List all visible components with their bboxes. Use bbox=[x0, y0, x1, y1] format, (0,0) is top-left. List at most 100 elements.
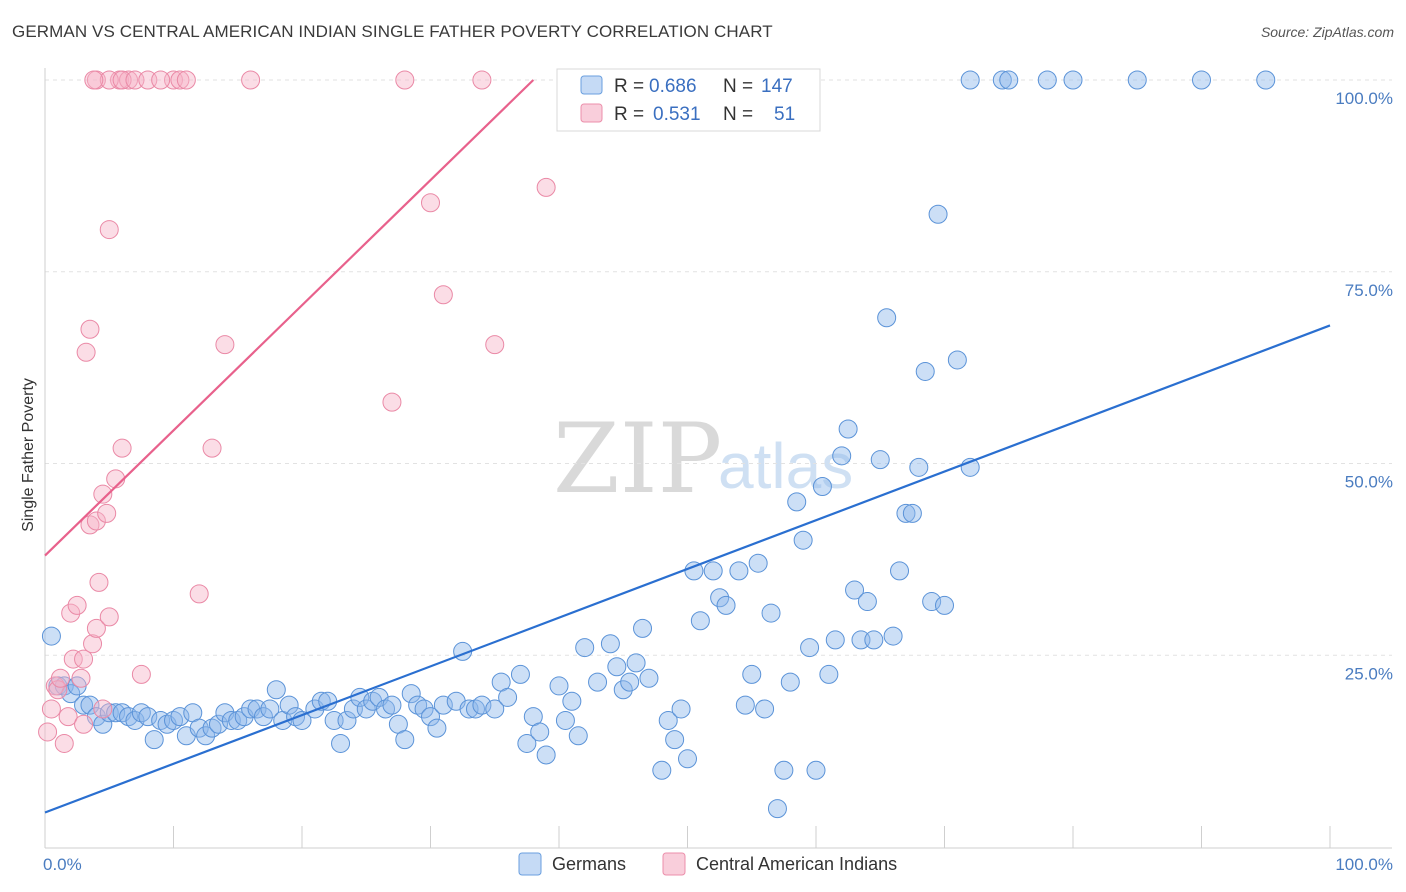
point-germans-68 bbox=[498, 687, 518, 707]
point-central-american-indians-49 bbox=[176, 70, 196, 90]
point-germans-100 bbox=[748, 553, 768, 573]
point-germans-134 bbox=[999, 70, 1019, 90]
point-germans-110 bbox=[812, 477, 832, 497]
point-central-american-indians-24 bbox=[99, 220, 119, 240]
point-germans-52 bbox=[382, 695, 402, 715]
legend-r-cai: 0.531 bbox=[653, 104, 701, 125]
point-central-american-indians-10 bbox=[71, 668, 91, 688]
point-central-american-indians-18 bbox=[86, 618, 106, 638]
watermark-atlas: atlas bbox=[718, 430, 853, 502]
point-germans-109 bbox=[806, 760, 826, 780]
point-germans-77 bbox=[568, 726, 588, 746]
trend-line-central-american-indians bbox=[44, 79, 535, 557]
legend-n-label-germans: N = bbox=[723, 76, 753, 97]
point-central-american-indians-12 bbox=[74, 649, 94, 669]
point-germans-93 bbox=[690, 611, 710, 631]
point-germans-120 bbox=[877, 308, 897, 328]
point-germans-74 bbox=[549, 676, 569, 696]
point-germans-129 bbox=[935, 595, 954, 615]
legend-swatch-germans bbox=[580, 75, 603, 95]
point-central-american-indians-8 bbox=[63, 649, 83, 669]
point-central-american-indians-32 bbox=[202, 438, 222, 458]
point-germans-3 bbox=[61, 684, 81, 704]
point-germans-135 bbox=[1037, 70, 1057, 90]
series-legend: Germans Central American Indians bbox=[518, 852, 897, 876]
point-central-american-indians-17 bbox=[86, 511, 106, 531]
point-central-american-indians-50 bbox=[84, 70, 104, 90]
point-central-american-indians-47 bbox=[151, 70, 171, 90]
watermark: ZIP atlas bbox=[553, 403, 853, 515]
point-central-american-indians-37 bbox=[421, 193, 440, 213]
point-central-american-indians-39 bbox=[472, 70, 492, 90]
point-germans-102 bbox=[761, 603, 781, 623]
point-germans-137 bbox=[1127, 70, 1147, 90]
watermark-zip: ZIP bbox=[553, 403, 722, 515]
bottom-legend-swatch-germans bbox=[518, 852, 542, 876]
trend-lines bbox=[44, 79, 1331, 814]
point-germans-119 bbox=[870, 450, 890, 470]
point-central-american-indians-7 bbox=[61, 603, 81, 623]
bottom-legend-central-american-indians: Central American Indians bbox=[696, 854, 897, 874]
point-germans-58 bbox=[421, 707, 440, 727]
point-germans-79 bbox=[588, 672, 608, 692]
legend-r-label-cai: R = bbox=[614, 104, 644, 125]
point-germans-130 bbox=[947, 350, 967, 370]
point-central-american-indians-15 bbox=[80, 319, 100, 339]
point-central-american-indians-1 bbox=[41, 699, 61, 719]
point-central-american-indians-5 bbox=[54, 733, 74, 753]
point-germans-70 bbox=[517, 733, 537, 753]
point-germans-123 bbox=[896, 503, 916, 523]
point-central-american-indians-27 bbox=[112, 438, 132, 458]
legend-n-label-cai: N = bbox=[723, 104, 753, 125]
x-tick-label-min: 0.0% bbox=[43, 855, 82, 874]
point-germans-37 bbox=[279, 695, 299, 715]
gridlines bbox=[45, 79, 1392, 656]
point-germans-89 bbox=[665, 730, 685, 750]
point-germans-13 bbox=[125, 710, 145, 730]
point-central-american-indians-36 bbox=[395, 70, 415, 90]
point-germans-126 bbox=[915, 361, 935, 381]
point-central-american-indians-34 bbox=[241, 70, 261, 90]
point-germans-128 bbox=[928, 204, 948, 224]
trend-line-germans bbox=[44, 324, 1331, 814]
point-germans-55 bbox=[401, 684, 421, 704]
point-central-american-indians-23 bbox=[99, 607, 119, 627]
point-germans-112 bbox=[825, 630, 845, 650]
point-germans-65 bbox=[472, 695, 492, 715]
point-germans-6 bbox=[80, 695, 100, 715]
point-germans-87 bbox=[652, 760, 672, 780]
legend-n-cai: 51 bbox=[774, 104, 795, 125]
point-central-american-indians-0 bbox=[38, 722, 58, 742]
point-germans-138 bbox=[1192, 70, 1211, 90]
point-germans-111 bbox=[819, 664, 839, 684]
point-germans-60 bbox=[433, 695, 453, 715]
point-germans-114 bbox=[838, 419, 858, 439]
y-tick-label-75: 75.0% bbox=[1345, 281, 1393, 300]
point-germans-57 bbox=[414, 699, 434, 719]
point-germans-54 bbox=[395, 730, 415, 750]
point-germans-97 bbox=[729, 561, 749, 581]
point-central-american-indians-22 bbox=[97, 503, 117, 523]
y-tick-label-25: 25.0% bbox=[1345, 664, 1393, 683]
point-germans-48 bbox=[356, 699, 376, 719]
point-central-american-indians-20 bbox=[93, 484, 113, 504]
point-germans-115 bbox=[845, 580, 865, 600]
point-germans-75 bbox=[555, 710, 575, 730]
point-germans-8 bbox=[93, 714, 113, 734]
point-germans-101 bbox=[755, 699, 775, 719]
point-germans-107 bbox=[793, 530, 813, 550]
source-label: Source: ZipAtlas.com bbox=[1260, 24, 1394, 40]
chart-title: GERMAN VS CENTRAL AMERICAN INDIAN SINGLE… bbox=[12, 22, 773, 41]
point-germans-105 bbox=[780, 672, 800, 692]
point-central-american-indians-4 bbox=[50, 668, 70, 688]
x-tick-label-max: 100.0% bbox=[1335, 855, 1393, 874]
point-germans-73 bbox=[536, 745, 556, 765]
point-central-american-indians-28 bbox=[119, 70, 139, 90]
point-germans-133 bbox=[992, 70, 1012, 90]
point-germans-34 bbox=[260, 699, 280, 719]
point-germans-98 bbox=[735, 695, 755, 715]
point-germans-118 bbox=[864, 630, 884, 650]
point-germans-59 bbox=[427, 718, 447, 738]
y-axis-label: Single Father Poverty bbox=[20, 378, 37, 532]
